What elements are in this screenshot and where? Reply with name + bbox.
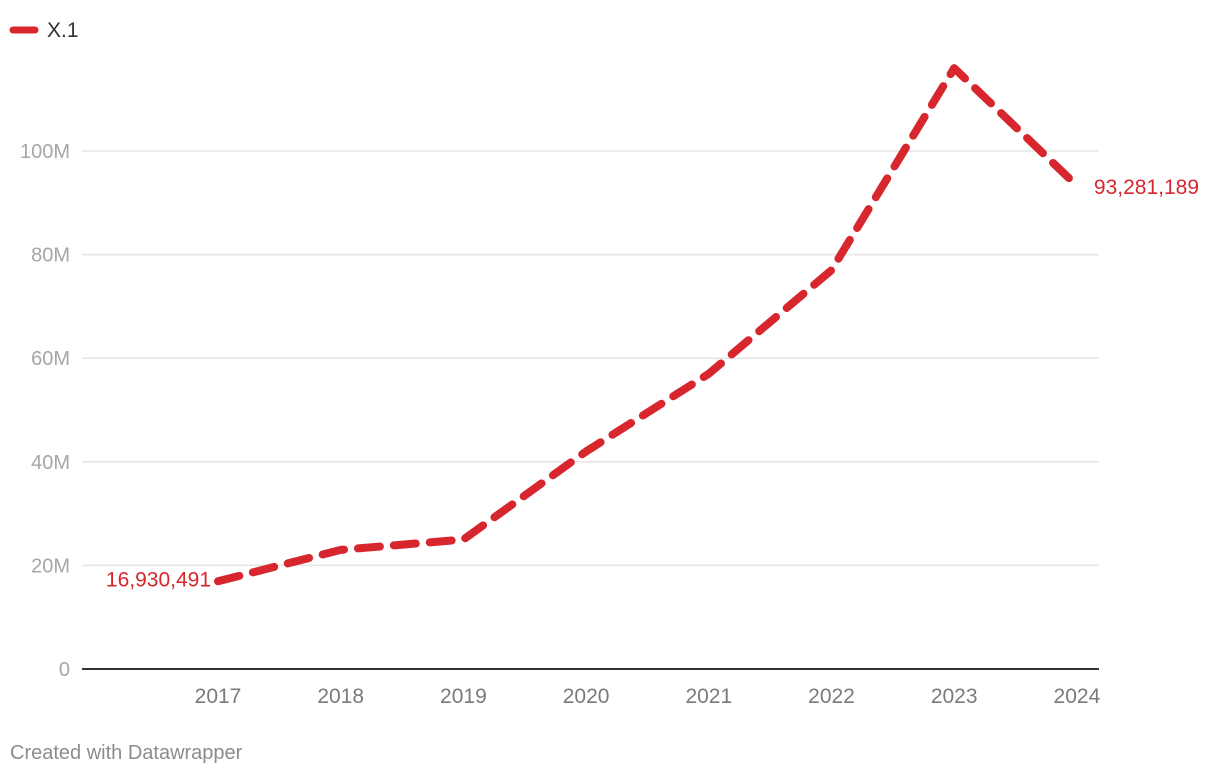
x-tick-label: 2017 bbox=[195, 685, 242, 708]
series-line-x1 bbox=[214, 64, 1081, 586]
y-tick-label: 100M bbox=[20, 141, 70, 163]
y-tick-label: 0 bbox=[59, 659, 70, 681]
last-value-label: 93,281,189 bbox=[1094, 176, 1199, 199]
legend-label: X.1 bbox=[47, 19, 79, 42]
x-tick-label: 2020 bbox=[563, 685, 610, 708]
x-tick-label: 2019 bbox=[440, 685, 487, 708]
gridlines bbox=[82, 150, 1099, 670]
x-tick-label: 2018 bbox=[317, 685, 364, 708]
y-tick-label: 60M bbox=[31, 348, 70, 370]
x-tick-label: 2021 bbox=[685, 685, 732, 708]
data-labels: 16,930,491 93,281,189 bbox=[106, 176, 1199, 591]
legend: X.1 bbox=[9, 19, 79, 42]
y-axis: 0 20M 40M 60M 80M 100M bbox=[20, 141, 70, 681]
x-tick-label: 2024 bbox=[1054, 685, 1101, 708]
series-group bbox=[214, 64, 1081, 586]
y-tick-label: 40M bbox=[31, 452, 70, 474]
x-axis: 2017 2018 2019 2020 2021 2022 2023 2024 bbox=[195, 685, 1101, 708]
credit-text: Created with Datawrapper bbox=[10, 742, 243, 764]
y-tick-label: 80M bbox=[31, 245, 70, 267]
x-tick-label: 2022 bbox=[808, 685, 855, 708]
x-tick-label: 2023 bbox=[931, 685, 978, 708]
first-value-label: 16,930,491 bbox=[106, 568, 211, 591]
y-tick-label: 20M bbox=[31, 555, 70, 577]
